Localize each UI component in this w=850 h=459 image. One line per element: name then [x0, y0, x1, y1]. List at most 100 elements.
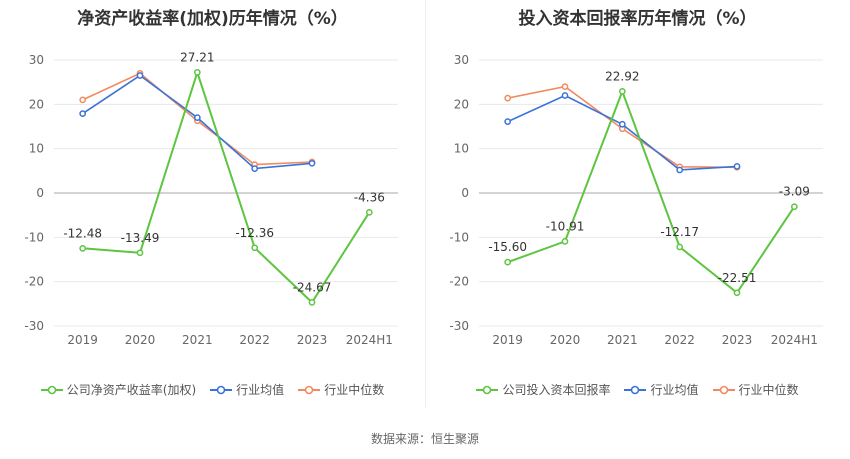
legend-label: 行业均值	[650, 383, 699, 397]
y-tick-label: 20	[454, 97, 469, 111]
y-tick-label: 30	[29, 53, 44, 67]
data-point	[733, 163, 741, 170]
data-point	[504, 94, 512, 102]
y-tick-label: 0	[461, 186, 469, 200]
chart-title: 投入资本回报率历年情况（%）	[518, 9, 757, 29]
legend-label: 公司净资产收益率(加权)	[66, 383, 197, 397]
data-point	[136, 249, 144, 257]
legend-line-icon	[298, 385, 321, 394]
panel-divider	[425, 0, 426, 408]
legend-marker	[631, 385, 640, 394]
legend-item[interactable]: 行业均值	[624, 381, 699, 398]
y-tick-label: 10	[454, 142, 469, 156]
chart-legend: 公司净资产收益率(加权) 行业均值 行业中位数	[0, 381, 425, 398]
x-tick-label: 2019	[67, 333, 98, 347]
x-tick-label: 2021	[182, 333, 213, 347]
data-point	[308, 159, 316, 167]
legend-item[interactable]: 公司净资产收益率(加权)	[40, 381, 197, 398]
roic-chart-panel: 投入资本回报率历年情况（%） 30 20 10 0 -10 -20 -30 2019 2020 2…	[425, 0, 850, 420]
data-point	[504, 118, 512, 125]
data-point	[251, 165, 259, 172]
x-tick-label: 2020	[125, 333, 156, 347]
data-label: -22.51	[718, 271, 757, 285]
y-tick-label: -20	[449, 275, 469, 289]
data-point	[251, 244, 259, 252]
roic-line-chart: 30 20 10 0 -10 -20 -30 2019 2020 2021 2022 2023 2024…	[449, 53, 823, 347]
legend-item[interactable]: 行业中位数	[712, 381, 799, 398]
legend-item[interactable]: 公司投入资本回报率	[476, 381, 610, 398]
roe-chart-panel: 净资产收益率(加权)历年情况（%） 30 20 10 0 -10 -20 -30 2019 20…	[0, 0, 425, 420]
legend-line-icon	[624, 385, 647, 394]
data-label: -4.36	[354, 190, 385, 204]
data-point	[193, 114, 201, 121]
legend-line-icon	[210, 385, 233, 394]
data-point	[79, 110, 87, 117]
legend-label: 行业中位数	[324, 383, 385, 397]
chart-legend: 公司投入资本回报率 行业均值 行业中位数	[425, 381, 850, 398]
roe-line-chart: 30 20 10 0 -10 -20 -30 2019 2020 2021 2022 2023 2024…	[24, 50, 398, 347]
x-tick-label: 2019	[492, 333, 523, 347]
legend-line-icon	[712, 385, 735, 394]
y-tick-label: 30	[454, 53, 469, 67]
series-line	[507, 88, 796, 295]
data-label: -13.49	[121, 231, 160, 245]
series-line	[82, 69, 371, 304]
data-label: -15.60	[488, 240, 527, 254]
data-point	[790, 203, 798, 211]
data-label: -24.67	[293, 280, 332, 294]
legend-line-icon	[476, 385, 499, 394]
data-point	[618, 120, 626, 128]
chart-title: 净资产收益率(加权)历年情况（%）	[77, 9, 348, 29]
data-point	[676, 166, 684, 174]
data-point	[504, 258, 512, 266]
legend-marker	[304, 385, 314, 394]
data-point	[365, 208, 373, 216]
data-point	[308, 299, 316, 306]
data-point	[618, 88, 626, 95]
data-label: -12.36	[235, 226, 274, 240]
data-point	[193, 69, 201, 76]
data-label: 27.21	[180, 50, 214, 64]
data-label: -12.48	[63, 226, 102, 240]
legend-item[interactable]: 行业均值	[210, 381, 284, 398]
legend-label: 行业均值	[236, 383, 285, 397]
data-point	[79, 96, 87, 104]
x-tick-label: 2023	[722, 333, 753, 347]
data-point	[733, 289, 741, 297]
data-point	[561, 238, 569, 245]
x-tick-label: 2022	[664, 333, 695, 347]
x-tick-label: 2021	[607, 333, 638, 347]
x-tick-label: 2024H1	[346, 333, 393, 347]
x-tick-label: 2020	[550, 333, 581, 347]
data-source-label: 数据来源：恒生聚源	[370, 432, 479, 446]
y-tick-label: -30	[24, 319, 44, 333]
y-tick-label: 20	[29, 97, 44, 111]
y-tick-label: -10	[449, 230, 469, 244]
data-point	[676, 243, 684, 251]
x-tick-label: 2023	[297, 333, 328, 347]
legend-marker	[47, 385, 57, 394]
x-tick-label: 2024H1	[771, 333, 818, 347]
data-point	[561, 83, 569, 90]
legend-item[interactable]: 行业中位数	[298, 381, 384, 398]
x-tick-label: 2022	[239, 333, 270, 347]
data-label: 22.92	[605, 69, 639, 83]
legend-marker	[216, 385, 226, 394]
y-tick-label: -30	[449, 319, 469, 333]
y-tick-label: -10	[24, 230, 44, 244]
legend-label: 行业中位数	[738, 383, 799, 397]
legend-label: 公司投入资本回报率	[502, 383, 611, 397]
data-label: -10.91	[546, 219, 585, 233]
data-point	[136, 72, 144, 79]
legend-line-icon	[40, 385, 63, 394]
data-label: -3.09	[779, 185, 810, 199]
data-point	[79, 244, 87, 252]
legend-marker	[719, 385, 728, 394]
series-line	[507, 94, 738, 171]
data-point	[561, 92, 569, 99]
y-tick-label: -20	[24, 275, 44, 289]
data-label: -12.17	[660, 225, 699, 239]
legend-marker	[483, 385, 492, 394]
y-tick-label: 10	[29, 142, 44, 156]
y-tick-label: 0	[36, 186, 44, 200]
